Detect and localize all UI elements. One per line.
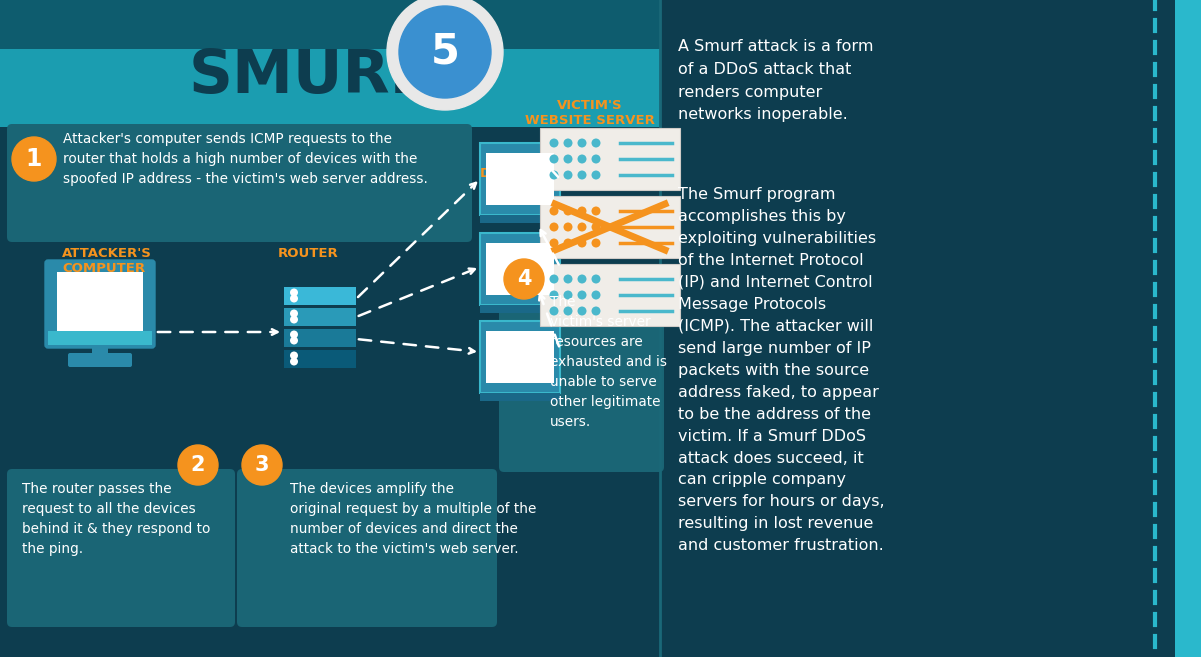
- Circle shape: [178, 445, 219, 485]
- Circle shape: [578, 307, 586, 315]
- Circle shape: [289, 309, 298, 317]
- Circle shape: [550, 307, 558, 315]
- Circle shape: [550, 171, 558, 179]
- Circle shape: [12, 137, 56, 181]
- Circle shape: [563, 275, 573, 284]
- FancyBboxPatch shape: [7, 469, 235, 627]
- Circle shape: [578, 206, 586, 215]
- Circle shape: [550, 238, 558, 248]
- Text: The router passes the
request to all the devices
behind it & they respond to
the: The router passes the request to all the…: [22, 482, 210, 556]
- Circle shape: [592, 290, 600, 300]
- Circle shape: [399, 6, 491, 98]
- Text: DEVICES: DEVICES: [480, 167, 544, 180]
- Circle shape: [563, 206, 573, 215]
- FancyBboxPatch shape: [486, 243, 554, 295]
- Circle shape: [289, 315, 298, 323]
- Circle shape: [550, 139, 558, 148]
- Circle shape: [592, 206, 600, 215]
- Circle shape: [563, 307, 573, 315]
- Circle shape: [578, 275, 586, 284]
- FancyBboxPatch shape: [283, 328, 355, 346]
- FancyBboxPatch shape: [540, 196, 680, 258]
- Circle shape: [592, 307, 600, 315]
- Circle shape: [550, 275, 558, 284]
- Circle shape: [550, 154, 558, 164]
- Circle shape: [289, 288, 298, 296]
- FancyBboxPatch shape: [486, 153, 554, 205]
- FancyBboxPatch shape: [0, 0, 661, 49]
- Circle shape: [563, 171, 573, 179]
- Text: Attacker's computer sends ICMP requests to the
router that holds a high number o: Attacker's computer sends ICMP requests …: [62, 132, 428, 186]
- FancyBboxPatch shape: [480, 321, 560, 393]
- FancyBboxPatch shape: [0, 49, 661, 127]
- FancyBboxPatch shape: [661, 0, 1201, 657]
- FancyBboxPatch shape: [283, 307, 355, 325]
- FancyBboxPatch shape: [44, 260, 155, 348]
- Circle shape: [592, 171, 600, 179]
- Circle shape: [578, 139, 586, 148]
- Circle shape: [563, 290, 573, 300]
- Text: The devices amplify the
original request by a multiple of the
number of devices : The devices amplify the original request…: [289, 482, 537, 556]
- FancyBboxPatch shape: [540, 128, 680, 190]
- FancyBboxPatch shape: [1175, 0, 1201, 657]
- Circle shape: [563, 154, 573, 164]
- FancyBboxPatch shape: [283, 286, 355, 304]
- FancyBboxPatch shape: [540, 264, 680, 326]
- Text: The
victim's server
resources are
exhausted and is
unable to serve
other legitim: The victim's server resources are exhaus…: [550, 295, 667, 429]
- Circle shape: [592, 154, 600, 164]
- Circle shape: [592, 275, 600, 284]
- FancyBboxPatch shape: [48, 331, 153, 345]
- Circle shape: [387, 0, 503, 110]
- Text: The Smurf program
accomplishes this by
exploiting vulnerabilities
of the Interne: The Smurf program accomplishes this by e…: [679, 187, 885, 553]
- Circle shape: [563, 238, 573, 248]
- Text: VICTIM'S
WEBSITE SERVER: VICTIM'S WEBSITE SERVER: [525, 99, 655, 127]
- FancyBboxPatch shape: [283, 350, 355, 367]
- Text: A Smurf attack is a form
of a DDoS attack that
renders computer
networks inopera: A Smurf attack is a form of a DDoS attac…: [679, 39, 873, 122]
- Circle shape: [550, 290, 558, 300]
- FancyBboxPatch shape: [486, 331, 554, 383]
- FancyBboxPatch shape: [237, 469, 497, 627]
- Circle shape: [289, 357, 298, 365]
- FancyBboxPatch shape: [68, 353, 132, 367]
- Circle shape: [563, 139, 573, 148]
- FancyBboxPatch shape: [480, 305, 560, 313]
- Text: ATTACKER'S
COMPUTER: ATTACKER'S COMPUTER: [62, 247, 151, 275]
- Text: ROUTER: ROUTER: [277, 247, 339, 260]
- Text: SMURF: SMURF: [189, 47, 431, 106]
- Circle shape: [578, 290, 586, 300]
- Circle shape: [578, 223, 586, 231]
- FancyBboxPatch shape: [7, 124, 472, 242]
- FancyBboxPatch shape: [480, 233, 560, 305]
- Circle shape: [241, 445, 282, 485]
- Circle shape: [289, 330, 298, 338]
- FancyBboxPatch shape: [480, 393, 560, 401]
- FancyBboxPatch shape: [480, 215, 560, 223]
- Circle shape: [578, 154, 586, 164]
- Circle shape: [563, 223, 573, 231]
- FancyBboxPatch shape: [498, 267, 664, 472]
- Circle shape: [550, 206, 558, 215]
- FancyBboxPatch shape: [56, 272, 143, 335]
- Circle shape: [289, 294, 298, 302]
- Text: 3: 3: [255, 455, 269, 475]
- Text: 1: 1: [25, 147, 42, 171]
- Circle shape: [592, 139, 600, 148]
- FancyBboxPatch shape: [0, 0, 661, 657]
- Text: 4: 4: [516, 269, 531, 289]
- FancyBboxPatch shape: [92, 343, 108, 357]
- Circle shape: [504, 259, 544, 299]
- Circle shape: [578, 238, 586, 248]
- FancyBboxPatch shape: [480, 143, 560, 215]
- Circle shape: [578, 171, 586, 179]
- Circle shape: [289, 336, 298, 344]
- Text: 2: 2: [191, 455, 205, 475]
- Circle shape: [592, 223, 600, 231]
- Circle shape: [550, 223, 558, 231]
- Circle shape: [592, 238, 600, 248]
- Circle shape: [289, 351, 298, 359]
- Text: 5: 5: [431, 31, 460, 73]
